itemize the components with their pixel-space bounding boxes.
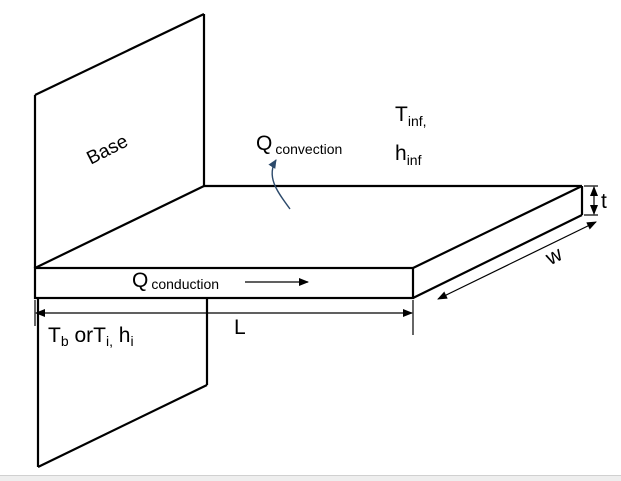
thickness-label: t bbox=[601, 190, 607, 213]
or-ti-main: orT bbox=[69, 324, 107, 347]
hi-main: h bbox=[113, 324, 131, 347]
base-bottom-edge bbox=[37, 384, 208, 468]
tb-sub: b bbox=[61, 333, 69, 349]
h-inf-sub: inf bbox=[407, 152, 422, 168]
q-convection-main: Q bbox=[256, 132, 272, 155]
t-inf-label: Tinf, bbox=[395, 103, 427, 129]
base-label: Base bbox=[83, 131, 131, 169]
fin-front-face bbox=[33, 266, 415, 300]
hi-sub: i bbox=[130, 333, 133, 349]
convection-arrow bbox=[268, 159, 291, 210]
width-arrow bbox=[437, 221, 597, 300]
fin bbox=[33, 184, 584, 300]
ti-sub: i, bbox=[106, 333, 113, 349]
base-condition-label: Tb orTi, hi bbox=[48, 324, 134, 349]
base-wall bbox=[33, 13, 209, 468]
fin-top-left-edge bbox=[34, 185, 205, 269]
q-conduction-main: Q bbox=[132, 269, 148, 292]
tb-main: T bbox=[48, 324, 61, 347]
window-bottom-border bbox=[0, 475, 621, 481]
h-inf-main: h bbox=[395, 142, 407, 165]
t-inf-main: T bbox=[395, 103, 408, 126]
q-convection-sub: convection bbox=[275, 141, 342, 157]
length-label: L bbox=[234, 316, 246, 339]
h-inf-label: hinf bbox=[395, 142, 422, 168]
q-conduction-sub: conduction bbox=[151, 276, 219, 292]
t-inf-sub: inf, bbox=[408, 113, 427, 129]
base-top-edge bbox=[34, 13, 205, 96]
